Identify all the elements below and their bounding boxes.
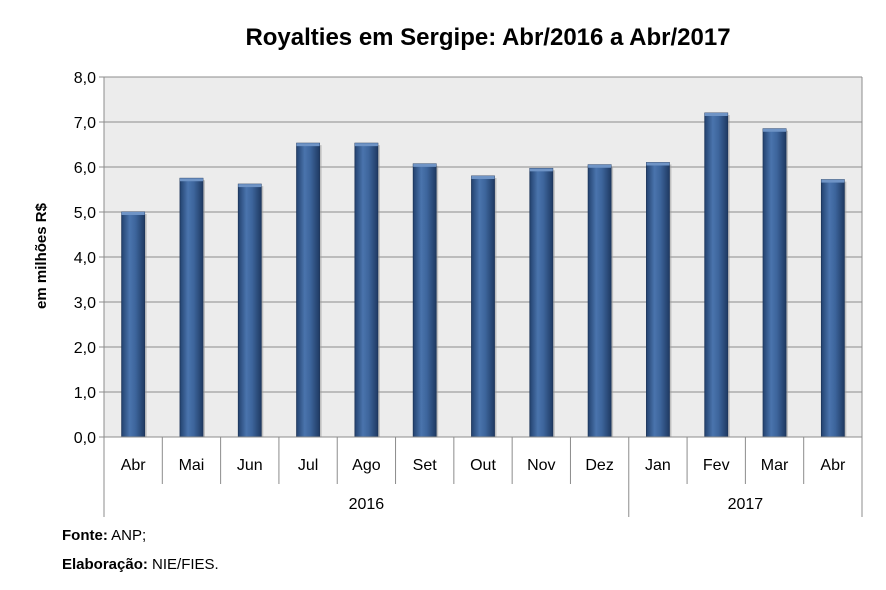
bar <box>179 177 204 438</box>
y-tick-label: 2,0 <box>74 340 96 357</box>
year-label: 2017 <box>728 496 764 513</box>
bar-group <box>762 128 789 438</box>
bar-chart: Royalties em Sergipe: Abr/2016 a Abr/201… <box>33 24 863 517</box>
bar-group <box>296 142 322 438</box>
x-tick-label: Abr <box>121 457 147 474</box>
bar-top-highlight <box>821 179 845 183</box>
x-tick-label: Out <box>470 457 496 474</box>
bar-group <box>179 177 205 438</box>
bar-group <box>646 162 672 438</box>
year-label: 2016 <box>349 496 385 513</box>
elaboration-label: Elaboração: <box>62 556 148 573</box>
x-tick-label: Abr <box>820 457 846 474</box>
y-axis-ticks: 0,0 1,0 2,0 3,0 4,0 5,0 6,0 7,0 8,0 <box>74 70 96 447</box>
bar-group <box>237 183 264 438</box>
x-axis-frame <box>103 436 863 517</box>
y-tick-label: 8,0 <box>74 70 96 87</box>
bar <box>587 164 612 438</box>
bar-top-highlight <box>121 212 145 215</box>
elaboration-note: Elaboração: NIE/FIES. <box>62 556 219 573</box>
y-tick-label: 5,0 <box>74 205 96 222</box>
bar <box>296 142 320 438</box>
source-note: Fonte: ANP; <box>62 527 146 544</box>
bar-group <box>820 179 847 438</box>
elaboration-value: NIE/FIES. <box>152 556 219 573</box>
x-tick-label: Mai <box>179 457 205 474</box>
bar-top-highlight <box>179 178 203 182</box>
bar <box>412 163 437 438</box>
bar <box>121 211 146 438</box>
bar-group <box>471 175 497 438</box>
bar-top-highlight <box>588 164 612 168</box>
source-value: ANP; <box>111 527 147 544</box>
bar-top-highlight <box>471 176 495 179</box>
bar <box>762 128 787 438</box>
bar-group <box>529 167 555 438</box>
x-tick-label: Dez <box>585 457 613 474</box>
bar-top-highlight <box>763 128 787 132</box>
bar-group <box>587 164 614 438</box>
bar <box>471 175 495 438</box>
x-tick-label: Fev <box>703 457 730 474</box>
bar <box>354 142 379 438</box>
bar-group <box>354 142 380 438</box>
y-tick-label: 3,0 <box>74 295 96 312</box>
y-tick-label: 6,0 <box>74 160 96 177</box>
bar-top-highlight <box>296 143 320 147</box>
bar-top-highlight <box>704 113 728 116</box>
bar <box>820 179 845 438</box>
chart-title: Royalties em Sergipe: Abr/2016 a Abr/201… <box>245 24 730 51</box>
y-tick-label: 4,0 <box>74 250 96 267</box>
y-axis-label: em milhões R$ <box>33 202 50 309</box>
bars <box>121 112 847 438</box>
bar-top-highlight <box>646 162 670 166</box>
bar-top-highlight <box>238 184 262 188</box>
bar <box>237 183 262 438</box>
source-label: Fonte: <box>62 527 108 544</box>
x-tick-label: Mar <box>761 457 789 474</box>
x-axis-categories: Abr Mai Jun Jul Ago Set Out Nov Dez Jan Fev Mar Abr 2… <box>121 457 846 513</box>
x-tick-label: Set <box>413 457 438 474</box>
y-tick-label: 1,0 <box>74 385 96 402</box>
x-tick-label: Nov <box>527 457 555 474</box>
bar <box>646 162 670 438</box>
y-tick-label: 0,0 <box>74 430 96 447</box>
y-tick-label: 7,0 <box>74 115 96 132</box>
x-tick-label: Ago <box>352 457 381 474</box>
x-tick-label: Jan <box>645 457 671 474</box>
bar <box>704 112 729 438</box>
bar-top-highlight <box>413 163 437 167</box>
x-tick-label: Jun <box>237 457 263 474</box>
bar-group <box>412 163 439 438</box>
bar-group <box>704 112 730 438</box>
bar-group <box>121 211 147 438</box>
bar-top-highlight <box>529 168 553 172</box>
x-tick-label: Jul <box>298 457 318 474</box>
bar-top-highlight <box>354 143 378 147</box>
bar <box>529 167 554 438</box>
